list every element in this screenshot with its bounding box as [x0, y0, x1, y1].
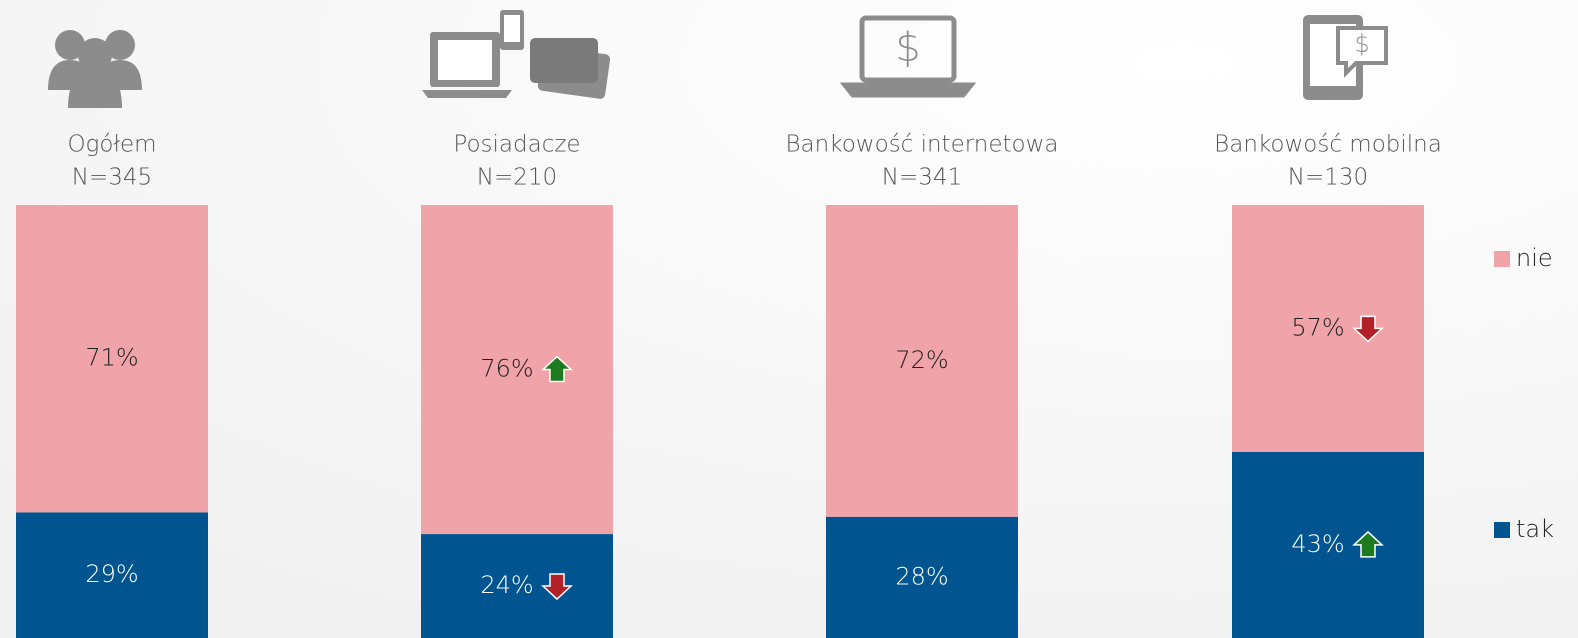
icon-laptop: $	[839, 15, 977, 98]
sample-size: N=130	[1288, 165, 1368, 191]
bar-segment	[826, 516, 1018, 638]
category-label: Ogółem	[67, 132, 156, 158]
icon-people	[48, 30, 142, 108]
arrow-up	[541, 355, 573, 383]
bar-segment	[421, 534, 613, 638]
icon-tablet: $	[1303, 15, 1388, 100]
value-label: 57%	[1291, 313, 1344, 341]
bar-segment	[16, 512, 208, 638]
legend-swatch	[1494, 251, 1510, 267]
value-label: 76%	[480, 355, 533, 383]
value-label: 29%	[85, 560, 138, 588]
svg-text:$: $	[895, 25, 920, 71]
value-label: 43%	[1291, 530, 1344, 558]
svg-text:$: $	[1354, 30, 1369, 58]
bar-segment	[1232, 205, 1424, 452]
category-label: Bankowość internetowa	[785, 132, 1058, 158]
arrow-up	[1352, 530, 1384, 558]
category-label: Posiadacze	[453, 132, 580, 158]
legend-label: tak	[1516, 515, 1554, 543]
category-label: Bankowość mobilna	[1214, 132, 1442, 158]
bar-segment	[826, 205, 1018, 517]
value-label: 24%	[480, 571, 533, 599]
bar-segment	[1232, 451, 1424, 638]
value-label: 72%	[895, 346, 948, 374]
arrow-down	[541, 573, 573, 601]
value-label: 71%	[85, 344, 138, 372]
sample-size: N=341	[882, 165, 962, 191]
sample-size: N=345	[72, 165, 152, 191]
bar-segment	[16, 205, 208, 513]
legend-label: nie	[1516, 244, 1553, 272]
legend-swatch	[1494, 522, 1510, 538]
bar-segment	[421, 205, 613, 535]
arrow-down	[1352, 315, 1384, 343]
value-label: 28%	[895, 562, 948, 590]
icon-devices	[422, 10, 611, 99]
sample-size: N=210	[477, 165, 557, 191]
